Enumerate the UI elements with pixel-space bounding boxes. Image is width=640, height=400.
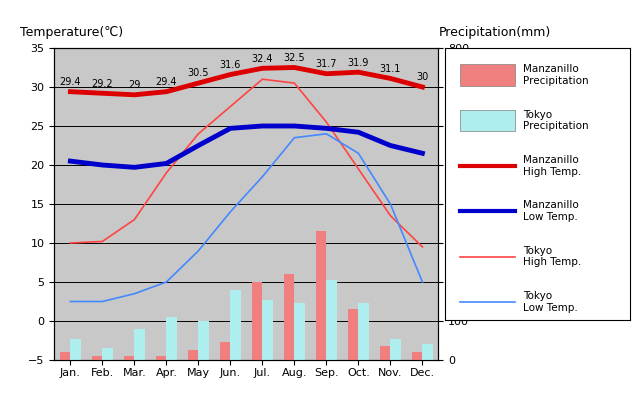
- Bar: [70, 338, 81, 360]
- Text: 29.2: 29.2: [92, 78, 113, 88]
- Bar: [220, 342, 230, 360]
- Bar: [92, 356, 102, 360]
- Text: Tokyo
Precipitation: Tokyo Precipitation: [523, 110, 588, 131]
- Bar: [188, 350, 198, 360]
- Bar: [284, 274, 294, 360]
- Bar: [262, 300, 273, 360]
- Bar: [198, 321, 209, 360]
- Bar: [230, 290, 241, 360]
- Text: 29.4: 29.4: [156, 77, 177, 87]
- Text: Manzanillo
High Temp.: Manzanillo High Temp.: [523, 155, 581, 177]
- Bar: [348, 309, 358, 360]
- Bar: [326, 280, 337, 360]
- Text: 29.4: 29.4: [60, 77, 81, 87]
- Bar: [316, 231, 326, 360]
- Text: 30: 30: [416, 72, 429, 82]
- Text: 32.4: 32.4: [252, 54, 273, 64]
- FancyBboxPatch shape: [460, 64, 515, 86]
- Text: Temperature(℃): Temperature(℃): [20, 26, 123, 39]
- Text: 31.6: 31.6: [220, 60, 241, 70]
- Bar: [134, 329, 145, 360]
- Bar: [294, 304, 305, 360]
- Bar: [166, 317, 177, 360]
- Bar: [156, 356, 166, 360]
- Text: Precipitation(mm): Precipitation(mm): [438, 26, 550, 39]
- Bar: [412, 352, 422, 360]
- FancyBboxPatch shape: [460, 110, 515, 132]
- Text: 29: 29: [128, 80, 141, 90]
- Bar: [380, 346, 390, 360]
- Text: 31.1: 31.1: [380, 64, 401, 74]
- Bar: [60, 352, 70, 360]
- Text: Manzanillo
Low Temp.: Manzanillo Low Temp.: [523, 200, 579, 222]
- Text: Manzanillo
Precipitation: Manzanillo Precipitation: [523, 64, 588, 86]
- Bar: [252, 282, 262, 360]
- Text: 32.5: 32.5: [284, 53, 305, 63]
- Text: 31.9: 31.9: [348, 58, 369, 68]
- Bar: [358, 304, 369, 360]
- Bar: [102, 348, 113, 360]
- Text: Tokyo
High Temp.: Tokyo High Temp.: [523, 246, 581, 267]
- Bar: [422, 344, 433, 360]
- Bar: [124, 356, 134, 360]
- Text: 30.5: 30.5: [188, 68, 209, 78]
- Text: Tokyo
Low Temp.: Tokyo Low Temp.: [523, 291, 577, 313]
- Text: 31.7: 31.7: [316, 59, 337, 69]
- Bar: [390, 338, 401, 360]
